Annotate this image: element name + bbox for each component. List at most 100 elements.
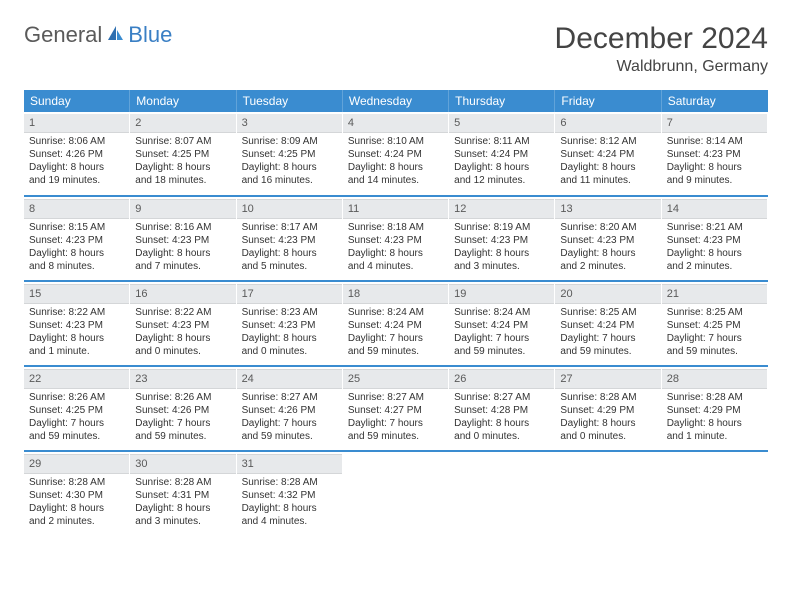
day-number: 28	[662, 369, 767, 389]
day-info-line: and 4 minutes.	[348, 260, 443, 273]
day-info-line: Sunrise: 8:21 AM	[667, 221, 762, 234]
day-info-line: Daylight: 8 hours	[29, 502, 124, 515]
day-cell: 16Sunrise: 8:22 AMSunset: 4:23 PMDayligh…	[130, 282, 236, 367]
day-info-line: Sunset: 4:30 PM	[29, 489, 124, 502]
day-cell	[555, 452, 661, 537]
day-info-line: Daylight: 8 hours	[135, 502, 230, 515]
weekday-header: Monday	[130, 90, 236, 112]
day-number: 31	[237, 454, 342, 474]
weeks-container: 1Sunrise: 8:06 AMSunset: 4:26 PMDaylight…	[24, 112, 768, 537]
day-info-line: Sunrise: 8:19 AM	[454, 221, 549, 234]
day-info-line: Sunrise: 8:27 AM	[454, 391, 549, 404]
day-info-line: and 59 minutes.	[348, 345, 443, 358]
day-number: 17	[237, 284, 342, 304]
day-info-line: and 59 minutes.	[348, 430, 443, 443]
day-info-line: Daylight: 8 hours	[242, 502, 337, 515]
day-info-line: Sunset: 4:23 PM	[135, 234, 230, 247]
day-info-line: and 2 minutes.	[29, 515, 124, 528]
day-info-line: Sunrise: 8:27 AM	[348, 391, 443, 404]
day-info-line: Daylight: 7 hours	[667, 332, 762, 345]
day-info-line: and 7 minutes.	[135, 260, 230, 273]
day-info-line: and 8 minutes.	[29, 260, 124, 273]
day-info-line: and 3 minutes.	[454, 260, 549, 273]
day-info-line: and 4 minutes.	[242, 515, 337, 528]
day-number: 23	[130, 369, 235, 389]
day-info-line: Sunrise: 8:25 AM	[560, 306, 655, 319]
day-info-line: Sunrise: 8:26 AM	[135, 391, 230, 404]
sail-icon	[106, 24, 124, 47]
day-info-line: and 19 minutes.	[29, 174, 124, 187]
day-number: 13	[555, 199, 660, 219]
day-info-line: Sunrise: 8:25 AM	[667, 306, 762, 319]
day-number: 16	[130, 284, 235, 304]
day-info-line: Daylight: 8 hours	[242, 332, 337, 345]
day-number: 27	[555, 369, 660, 389]
day-cell: 8Sunrise: 8:15 AMSunset: 4:23 PMDaylight…	[24, 197, 130, 282]
day-number: 14	[662, 199, 767, 219]
day-number: 18	[343, 284, 448, 304]
day-info-line: and 2 minutes.	[560, 260, 655, 273]
day-info-line: and 14 minutes.	[348, 174, 443, 187]
day-info-line: Sunset: 4:23 PM	[29, 319, 124, 332]
day-info-line: Daylight: 8 hours	[135, 332, 230, 345]
day-cell: 5Sunrise: 8:11 AMSunset: 4:24 PMDaylight…	[449, 112, 555, 197]
day-info-line: Sunset: 4:24 PM	[454, 319, 549, 332]
day-info-line: Daylight: 8 hours	[135, 247, 230, 260]
day-info-line: Sunset: 4:24 PM	[560, 148, 655, 161]
week-row: 15Sunrise: 8:22 AMSunset: 4:23 PMDayligh…	[24, 282, 768, 367]
weekday-header: Sunday	[24, 90, 130, 112]
day-info-line: Sunrise: 8:24 AM	[454, 306, 549, 319]
day-info-line: Daylight: 7 hours	[242, 417, 337, 430]
day-cell: 12Sunrise: 8:19 AMSunset: 4:23 PMDayligh…	[449, 197, 555, 282]
day-info-line: and 1 minute.	[29, 345, 124, 358]
weekday-header: Wednesday	[343, 90, 449, 112]
day-number: 25	[343, 369, 448, 389]
day-info-line: Sunset: 4:25 PM	[242, 148, 337, 161]
day-info-line: Daylight: 8 hours	[29, 247, 124, 260]
day-cell: 24Sunrise: 8:27 AMSunset: 4:26 PMDayligh…	[237, 367, 343, 452]
day-info-line: and 59 minutes.	[29, 430, 124, 443]
day-cell: 29Sunrise: 8:28 AMSunset: 4:30 PMDayligh…	[24, 452, 130, 537]
day-info-line: and 1 minute.	[667, 430, 762, 443]
day-info-line: Daylight: 8 hours	[667, 247, 762, 260]
day-number: 20	[555, 284, 660, 304]
weekday-header: Thursday	[449, 90, 555, 112]
day-cell: 21Sunrise: 8:25 AMSunset: 4:25 PMDayligh…	[662, 282, 768, 367]
day-info-line: Daylight: 8 hours	[560, 161, 655, 174]
day-info-line: Sunset: 4:26 PM	[242, 404, 337, 417]
logo-text-general: General	[24, 22, 102, 48]
day-number: 9	[130, 199, 235, 219]
day-cell: 1Sunrise: 8:06 AMSunset: 4:26 PMDaylight…	[24, 112, 130, 197]
day-info-line: and 59 minutes.	[560, 345, 655, 358]
day-info-line: and 9 minutes.	[667, 174, 762, 187]
day-info-line: Sunset: 4:26 PM	[29, 148, 124, 161]
day-info-line: Sunset: 4:28 PM	[454, 404, 549, 417]
day-number: 24	[237, 369, 342, 389]
day-info-line: Sunset: 4:23 PM	[135, 319, 230, 332]
day-cell: 3Sunrise: 8:09 AMSunset: 4:25 PMDaylight…	[237, 112, 343, 197]
day-info-line: Daylight: 8 hours	[242, 247, 337, 260]
day-cell: 7Sunrise: 8:14 AMSunset: 4:23 PMDaylight…	[662, 112, 768, 197]
day-number: 22	[24, 369, 129, 389]
day-info-line: Daylight: 8 hours	[560, 247, 655, 260]
day-cell: 15Sunrise: 8:22 AMSunset: 4:23 PMDayligh…	[24, 282, 130, 367]
day-info-line: Sunrise: 8:22 AM	[29, 306, 124, 319]
day-number: 29	[24, 454, 129, 474]
day-info-line: and 2 minutes.	[667, 260, 762, 273]
day-cell: 10Sunrise: 8:17 AMSunset: 4:23 PMDayligh…	[237, 197, 343, 282]
day-info-line: Daylight: 7 hours	[560, 332, 655, 345]
day-info-line: Sunset: 4:31 PM	[135, 489, 230, 502]
day-info-line: Daylight: 8 hours	[348, 247, 443, 260]
week-row: 29Sunrise: 8:28 AMSunset: 4:30 PMDayligh…	[24, 452, 768, 537]
day-cell: 18Sunrise: 8:24 AMSunset: 4:24 PMDayligh…	[343, 282, 449, 367]
day-info-line: Sunset: 4:25 PM	[135, 148, 230, 161]
day-cell: 26Sunrise: 8:27 AMSunset: 4:28 PMDayligh…	[449, 367, 555, 452]
day-number: 4	[343, 114, 448, 133]
day-info-line: and 11 minutes.	[560, 174, 655, 187]
day-info-line: Sunset: 4:27 PM	[348, 404, 443, 417]
day-info-line: Daylight: 8 hours	[667, 161, 762, 174]
weekday-header: Tuesday	[237, 90, 343, 112]
day-number: 8	[24, 199, 129, 219]
day-info-line: Daylight: 8 hours	[454, 417, 549, 430]
day-info-line: and 18 minutes.	[135, 174, 230, 187]
